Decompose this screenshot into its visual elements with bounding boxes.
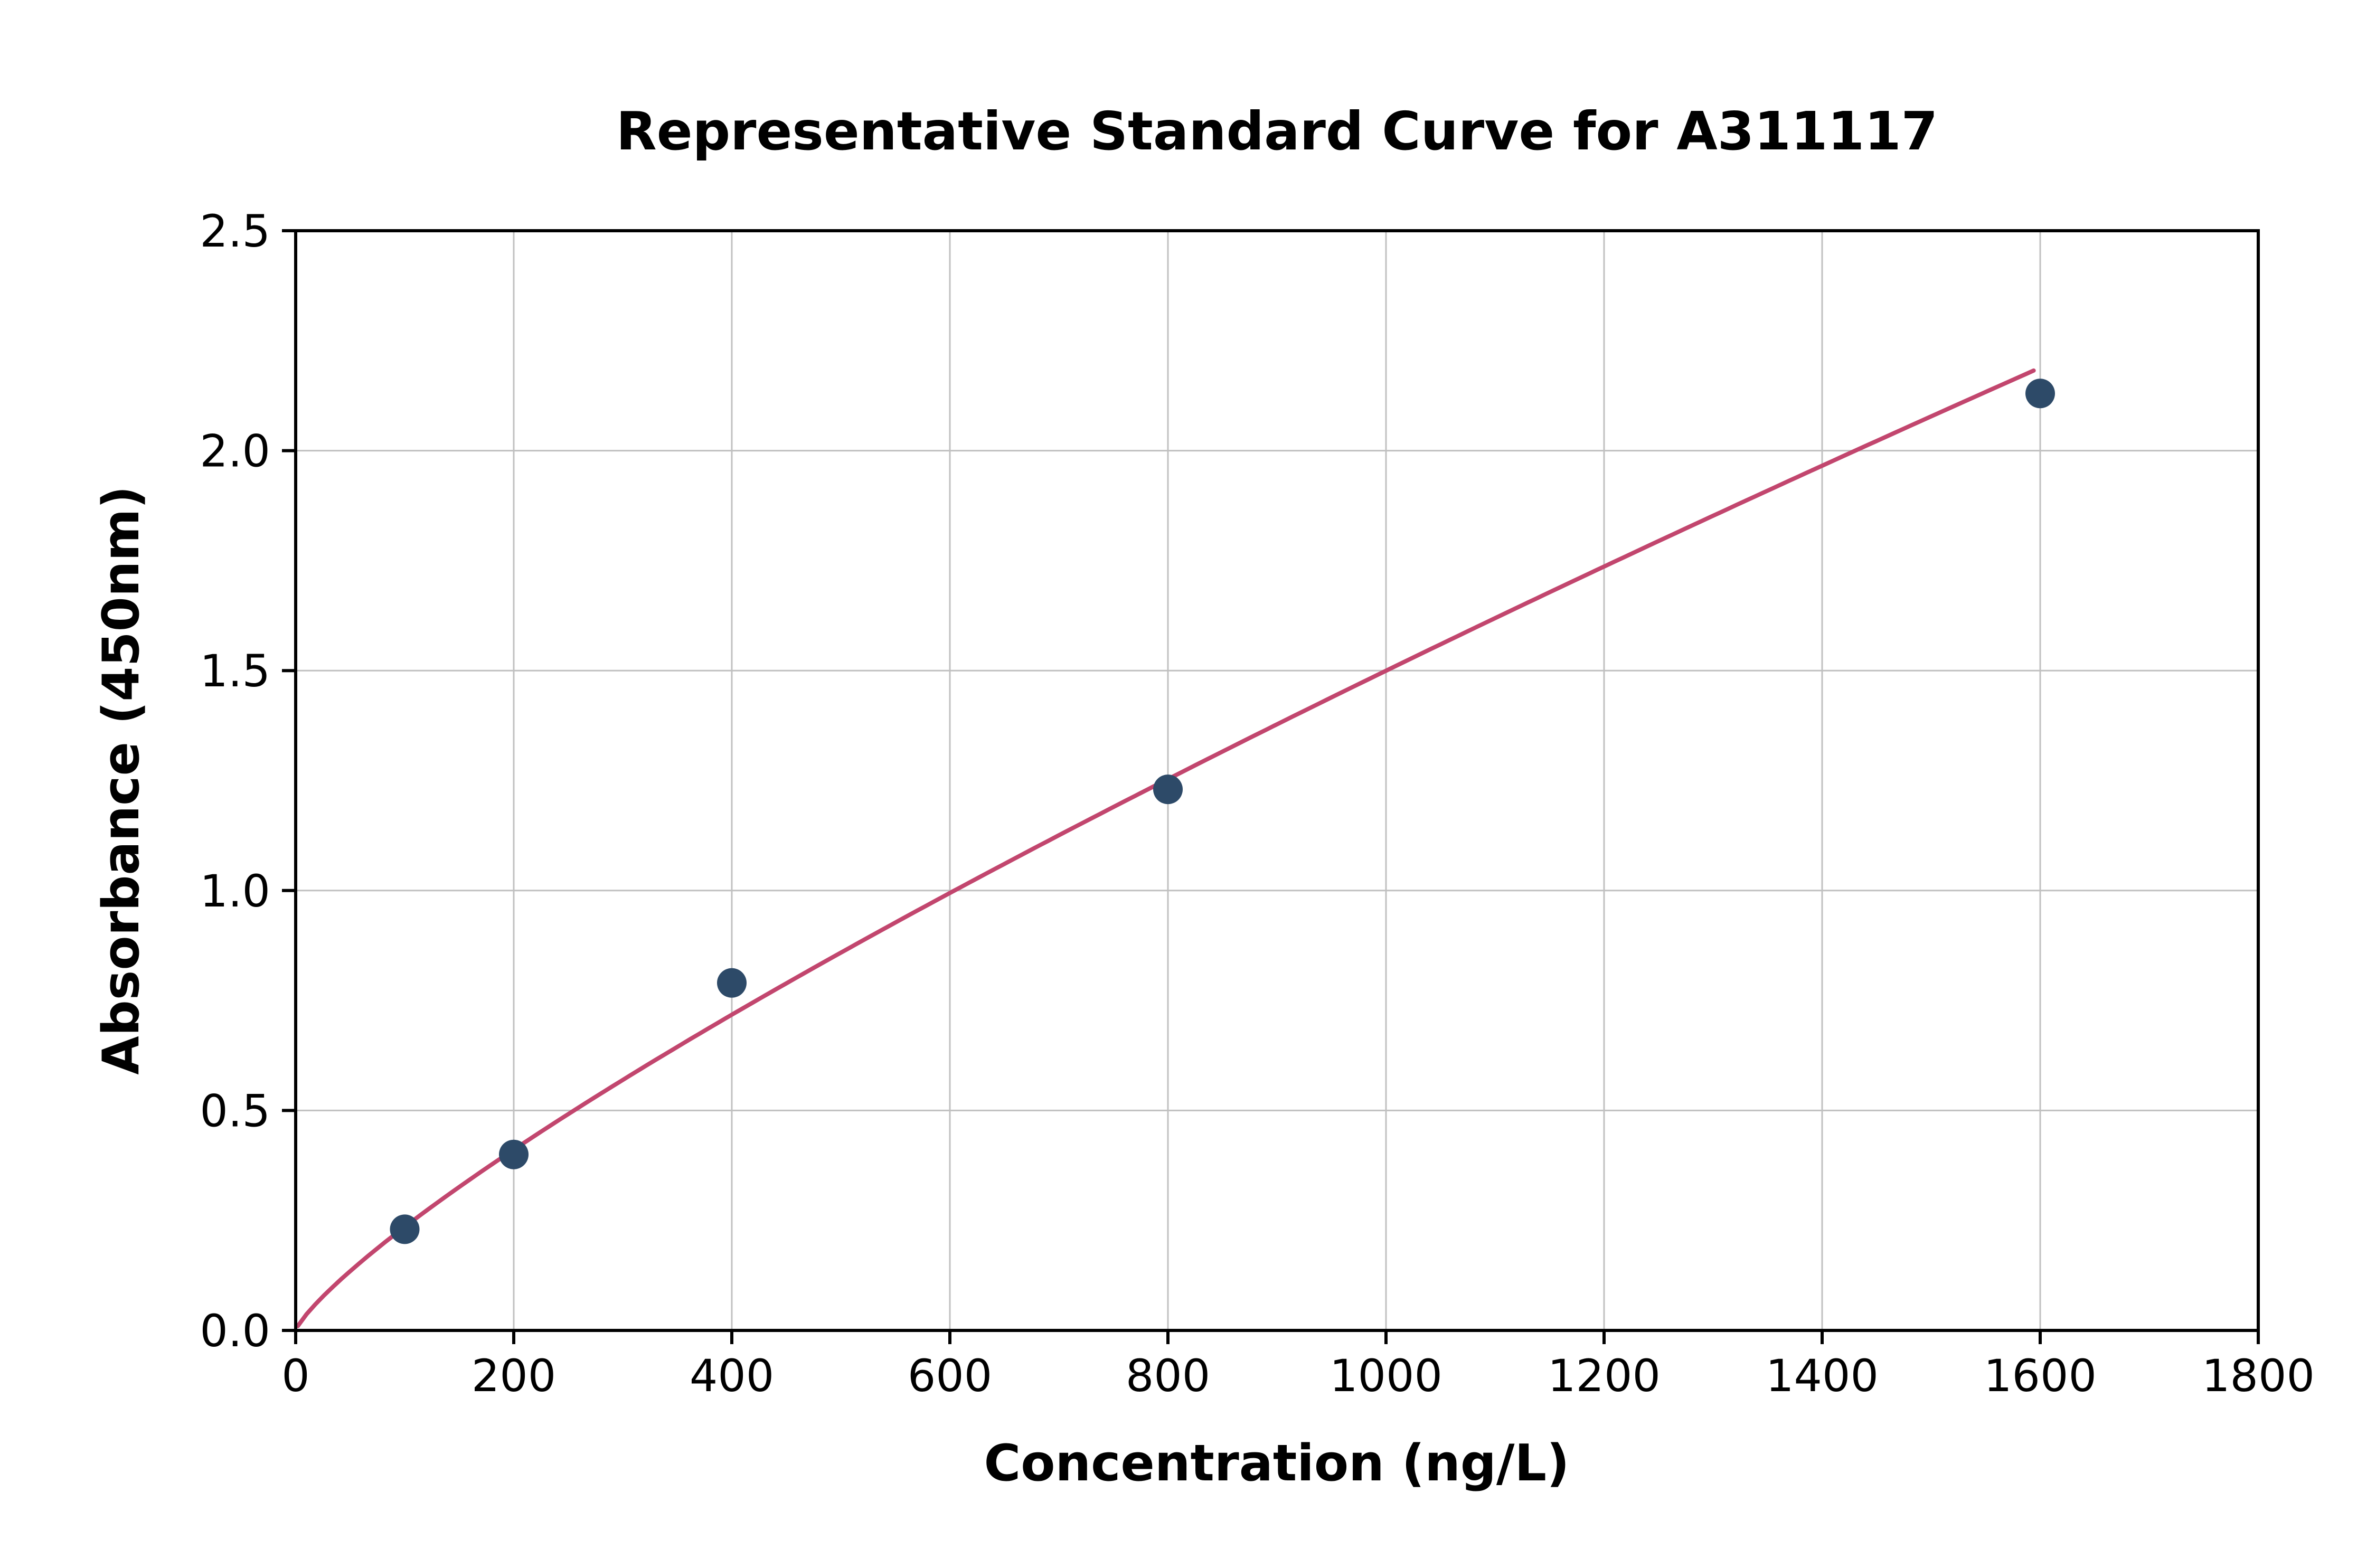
y-tick-label: 1.5 (200, 645, 270, 697)
y-tick-label: 0.0 (200, 1305, 270, 1357)
fit-curve (296, 368, 2036, 1328)
y-tick-label: 0.5 (200, 1085, 270, 1137)
x-tick-label: 1400 (1766, 1350, 1879, 1402)
data-point (717, 968, 747, 998)
chart-title: Representative Standard Curve for A31111… (616, 100, 1938, 162)
x-tick-label: 0 (281, 1350, 309, 1402)
y-tick-label: 1.0 (200, 865, 270, 917)
y-tick-label: 2.0 (200, 426, 270, 477)
x-tick-label: 600 (908, 1350, 992, 1402)
x-axis-label: Concentration (ng/L) (984, 1434, 1570, 1493)
x-tick-label: 400 (690, 1350, 774, 1402)
data-point (1153, 774, 1183, 805)
plot-border (294, 229, 2260, 1332)
data-point (390, 1214, 420, 1244)
x-tick-label: 1800 (2202, 1350, 2315, 1402)
data-point (499, 1139, 529, 1169)
x-tick-label: 1200 (1548, 1350, 1661, 1402)
x-tick-label: 200 (472, 1350, 556, 1402)
data-point (2025, 379, 2055, 409)
x-tick-label: 1000 (1330, 1350, 1442, 1402)
x-tick-label: 1600 (1984, 1350, 2097, 1402)
x-tick-label: 800 (1126, 1350, 1210, 1402)
y-tick-label: 2.5 (200, 205, 270, 257)
